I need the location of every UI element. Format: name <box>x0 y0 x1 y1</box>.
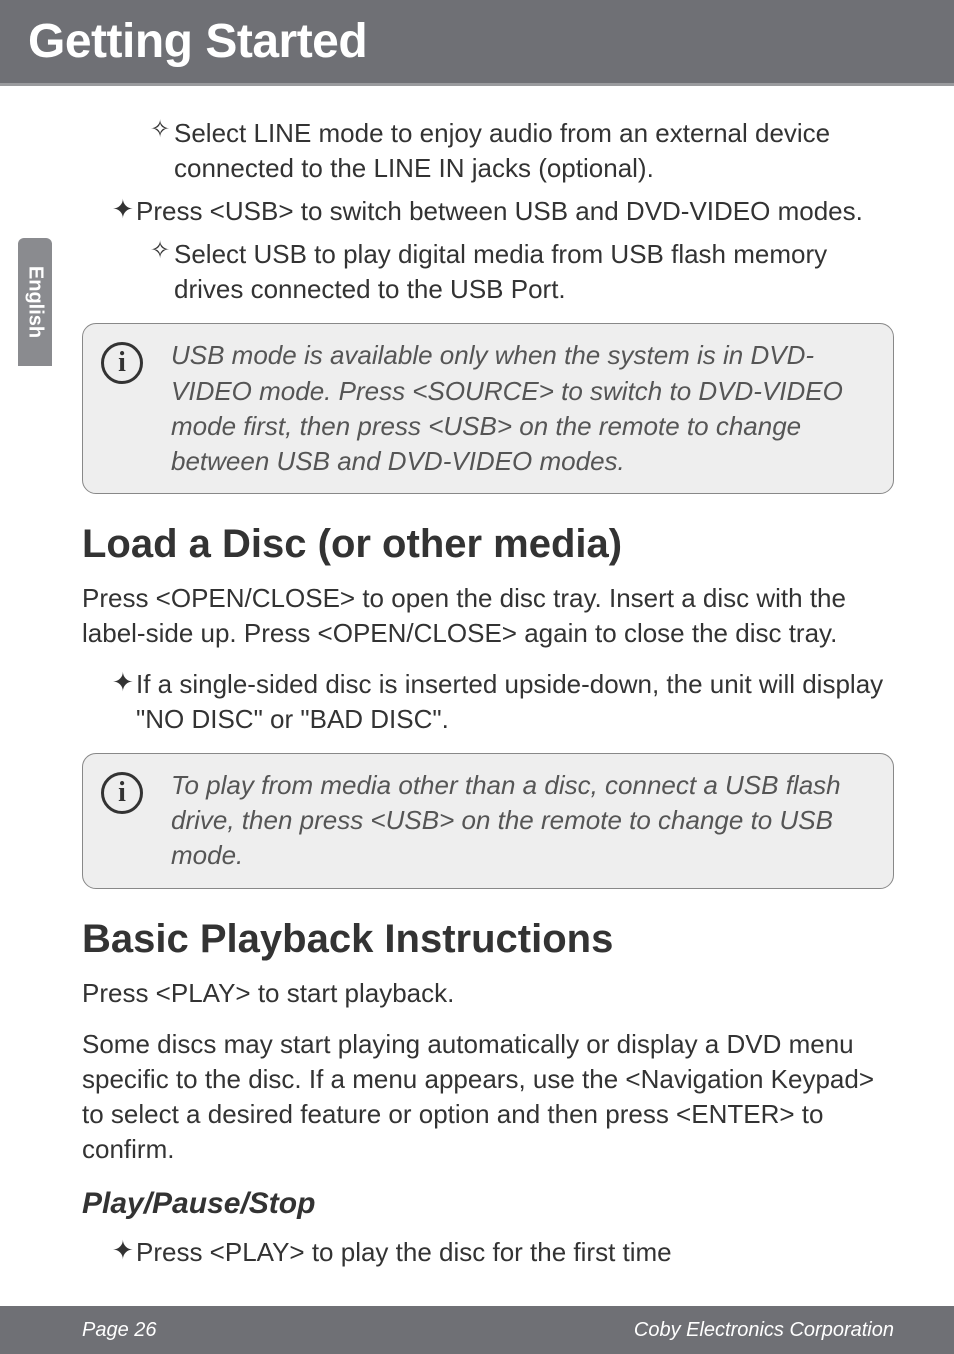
list-item: ✧ Select LINE mode to enjoy audio from a… <box>82 116 894 186</box>
bullet-text: Select USB to play digital media from US… <box>174 237 894 307</box>
cross-bullet-icon: ✦ <box>112 194 136 229</box>
list-item: ✧ Select USB to play digital media from … <box>82 237 894 307</box>
info-text: To play from media other than a disc, co… <box>171 768 871 873</box>
main-content: ✧ Select LINE mode to enjoy audio from a… <box>0 86 954 1270</box>
page-header: Getting Started <box>0 0 954 86</box>
list-item: ✦ If a single-sided disc is inserted ups… <box>82 667 894 737</box>
info-text: USB mode is available only when the syst… <box>171 338 871 478</box>
diamond-bullet-icon: ✧ <box>150 116 174 186</box>
page-number: Page 26 <box>82 1319 157 1342</box>
paragraph: Some discs may start playing automatical… <box>82 1027 894 1167</box>
subsection-heading: Play/Pause/Stop <box>82 1187 894 1221</box>
page-title: Getting Started <box>28 14 954 69</box>
bullet-text: Select LINE mode to enjoy audio from an … <box>174 116 894 186</box>
paragraph: Press <OPEN/CLOSE> to open the disc tray… <box>82 581 894 651</box>
cross-bullet-icon: ✦ <box>112 667 136 737</box>
info-callout: i To play from media other than a disc, … <box>82 753 894 888</box>
list-item: ✦ Press <PLAY> to play the disc for the … <box>82 1235 894 1270</box>
info-callout: i USB mode is available only when the sy… <box>82 323 894 493</box>
section-heading-playback: Basic Playback Instructions <box>82 917 894 962</box>
company-name: Coby Electronics Corporation <box>634 1319 894 1342</box>
bullet-text: Press <USB> to switch between USB and DV… <box>136 194 863 229</box>
cross-bullet-icon: ✦ <box>112 1235 136 1270</box>
info-icon: i <box>101 772 143 814</box>
paragraph: Press <PLAY> to start playback. <box>82 976 894 1011</box>
list-item: ✦ Press <USB> to switch between USB and … <box>82 194 894 229</box>
bullet-text: Press <PLAY> to play the disc for the fi… <box>136 1235 672 1270</box>
page-footer: Page 26 Coby Electronics Corporation <box>0 1306 954 1354</box>
info-icon: i <box>101 342 143 384</box>
language-label: English <box>24 266 47 338</box>
language-tab: English <box>18 238 52 366</box>
diamond-bullet-icon: ✧ <box>150 237 174 307</box>
bullet-text: If a single-sided disc is inserted upsid… <box>136 667 894 737</box>
section-heading-load-disc: Load a Disc (or other media) <box>82 522 894 567</box>
